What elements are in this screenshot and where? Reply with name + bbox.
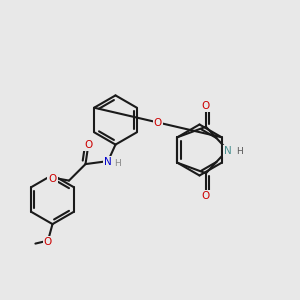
Text: O: O: [202, 191, 210, 201]
Text: N: N: [224, 146, 231, 156]
Text: O: O: [48, 174, 57, 184]
Text: H: H: [236, 146, 243, 155]
Text: O: O: [154, 118, 162, 128]
Text: N: N: [104, 157, 112, 167]
Text: O: O: [202, 101, 210, 111]
Text: H: H: [115, 159, 122, 168]
Text: O: O: [84, 140, 93, 150]
Text: O: O: [44, 237, 52, 247]
